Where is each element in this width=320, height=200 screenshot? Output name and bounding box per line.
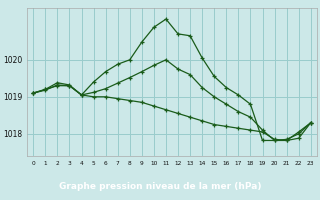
Text: Graphe pression niveau de la mer (hPa): Graphe pression niveau de la mer (hPa): [59, 182, 261, 191]
